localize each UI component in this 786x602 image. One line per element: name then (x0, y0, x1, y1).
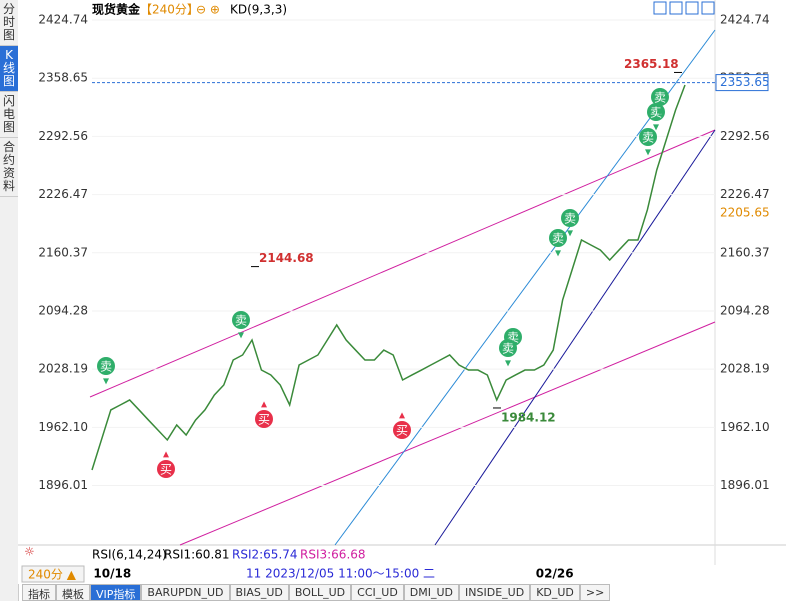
period-label: 240分 ▲ (28, 568, 77, 582)
tab[interactable]: BARUPDN_UD (141, 584, 230, 601)
y-tick-label: 2226.47 (720, 187, 770, 201)
signal-label: 卖 (552, 232, 564, 246)
signal-label: 卖 (100, 360, 112, 374)
tab[interactable]: BOLL_UD (288, 584, 352, 601)
y-tick-label: 2160.37 (720, 245, 770, 259)
extreme-label: 2144.68 (259, 251, 314, 265)
sidebar: 分时图 K线图 闪电图 合约资料 (0, 0, 19, 601)
period: 【240分】 (140, 3, 199, 17)
zoom-icons[interactable]: ⊖ ⊕ (196, 3, 220, 17)
extreme-label: 1984.12 (501, 410, 556, 424)
side-tab[interactable]: K线图 (0, 46, 18, 92)
tab[interactable]: INSIDE_UD (459, 584, 531, 601)
y-tick-label: 2424.74 (38, 13, 88, 27)
signal-arrow: ▴ (163, 447, 169, 461)
side-tab[interactable]: 合约资料 (0, 138, 18, 197)
price-label: 2205.65 (720, 205, 770, 219)
rsi-icon: ☼ (24, 545, 35, 559)
tab[interactable]: 指标 (22, 584, 56, 601)
signal-label: 卖 (642, 131, 654, 145)
period-button[interactable] (21, 565, 85, 583)
y-tick-label: 2160.37 (38, 245, 88, 259)
signal-arrow: ▾ (238, 328, 244, 342)
tab[interactable]: DMI_UD (403, 584, 460, 601)
signal-badge (393, 421, 411, 439)
y-tick-label: 2094.28 (38, 303, 88, 317)
tab[interactable]: BIAS_UD (229, 584, 289, 601)
signal-arrow: ▾ (555, 246, 561, 260)
signal-arrow: ▴ (261, 397, 267, 411)
y-tick-label: 2094.28 (720, 303, 770, 317)
y-tick-label: 1896.01 (38, 478, 88, 492)
toolbar[interactable] (653, 1, 715, 15)
signal-label: 买 (258, 413, 270, 427)
signal-arrow: ▴ (399, 408, 405, 422)
signal-badge (232, 311, 250, 329)
signal-arrow: ▾ (505, 356, 511, 370)
signal-arrow: ▾ (653, 120, 659, 134)
background (18, 0, 786, 584)
tab[interactable]: VIP指标 (90, 584, 142, 601)
signal-label: 买 (396, 424, 408, 438)
rsi3: RSI3:66.68 (300, 548, 366, 562)
signal-arrow: ▾ (567, 226, 573, 240)
rsi2: RSI2:65.74 (232, 548, 298, 562)
x-tick-label: 02/26 (536, 567, 574, 581)
side-tab[interactable]: 闪电图 (0, 92, 18, 138)
y-tick-label: 1962.10 (38, 420, 88, 434)
trend-line (179, 321, 716, 546)
signal-badge (561, 209, 579, 227)
signal-badge (499, 339, 517, 357)
y-tick-label: 2292.56 (720, 129, 770, 143)
signal-badge (639, 128, 657, 146)
title: 现货黄金 (92, 2, 141, 17)
extreme-label: 2365.18 (624, 57, 679, 71)
signal-badge (255, 410, 273, 428)
signal-badge (97, 357, 115, 375)
signal-arrow: ▾ (657, 105, 663, 119)
signal-label: 卖 (235, 314, 247, 328)
price-label: 2353.65 (720, 75, 770, 89)
tab[interactable]: KD_UD (530, 584, 580, 601)
side-tab[interactable]: 分时图 (0, 0, 18, 46)
signal-label: 卖 (502, 342, 514, 356)
rsi-name: RSI(6,14,24) (92, 548, 167, 562)
y-tick-label: 2424.74 (720, 13, 770, 27)
signal-label: 卖 (564, 212, 576, 226)
signal-label: 买 (160, 463, 172, 477)
x-tick-label: 10/18 (93, 567, 131, 581)
price-box (715, 74, 769, 92)
tab[interactable]: >> (579, 584, 611, 601)
trend-line (89, 129, 716, 398)
indicator: KD(9,3,3) (230, 3, 287, 17)
signal-arrow: ▾ (103, 374, 109, 388)
signal-label: 卖 (650, 106, 662, 120)
y-tick-label: 1896.01 (720, 478, 770, 492)
y-tick-label: 2226.47 (38, 187, 88, 201)
tab-bar: 指标 模板 VIP指标 BARUPDN_UD BIAS_UD BOLL_UD CCI_UD D… (22, 584, 611, 601)
signal-arrow: ▾ (645, 145, 651, 159)
y-tick-label: 2292.56 (38, 129, 88, 143)
crosshair-info: 11 2023/12/05 11:00～15:00 二 (246, 567, 435, 581)
y-tick-label: 2028.19 (38, 362, 88, 376)
y-tick-label: 2028.19 (720, 362, 770, 376)
price-line-series (91, 84, 686, 471)
tab[interactable]: CCI_UD (351, 584, 404, 601)
tab[interactable]: 模板 (56, 584, 90, 601)
price-box (716, 204, 768, 221)
signal-badge (157, 460, 175, 478)
signal-label: 卖 (654, 91, 666, 105)
rsi1: RSI1:60.81 (164, 548, 230, 562)
trend-line (434, 129, 716, 546)
signal-badge (647, 103, 665, 121)
signal-badge (651, 88, 669, 106)
y-tick-label: 1962.10 (720, 420, 770, 434)
signal-badge (549, 229, 567, 247)
chart: 现货黄金 【240分】 ⊖ ⊕ KD(9,3,3) ☼ RSI(6,14,24)… (18, 0, 786, 584)
y-tick-label: 2358.65 (38, 71, 88, 85)
